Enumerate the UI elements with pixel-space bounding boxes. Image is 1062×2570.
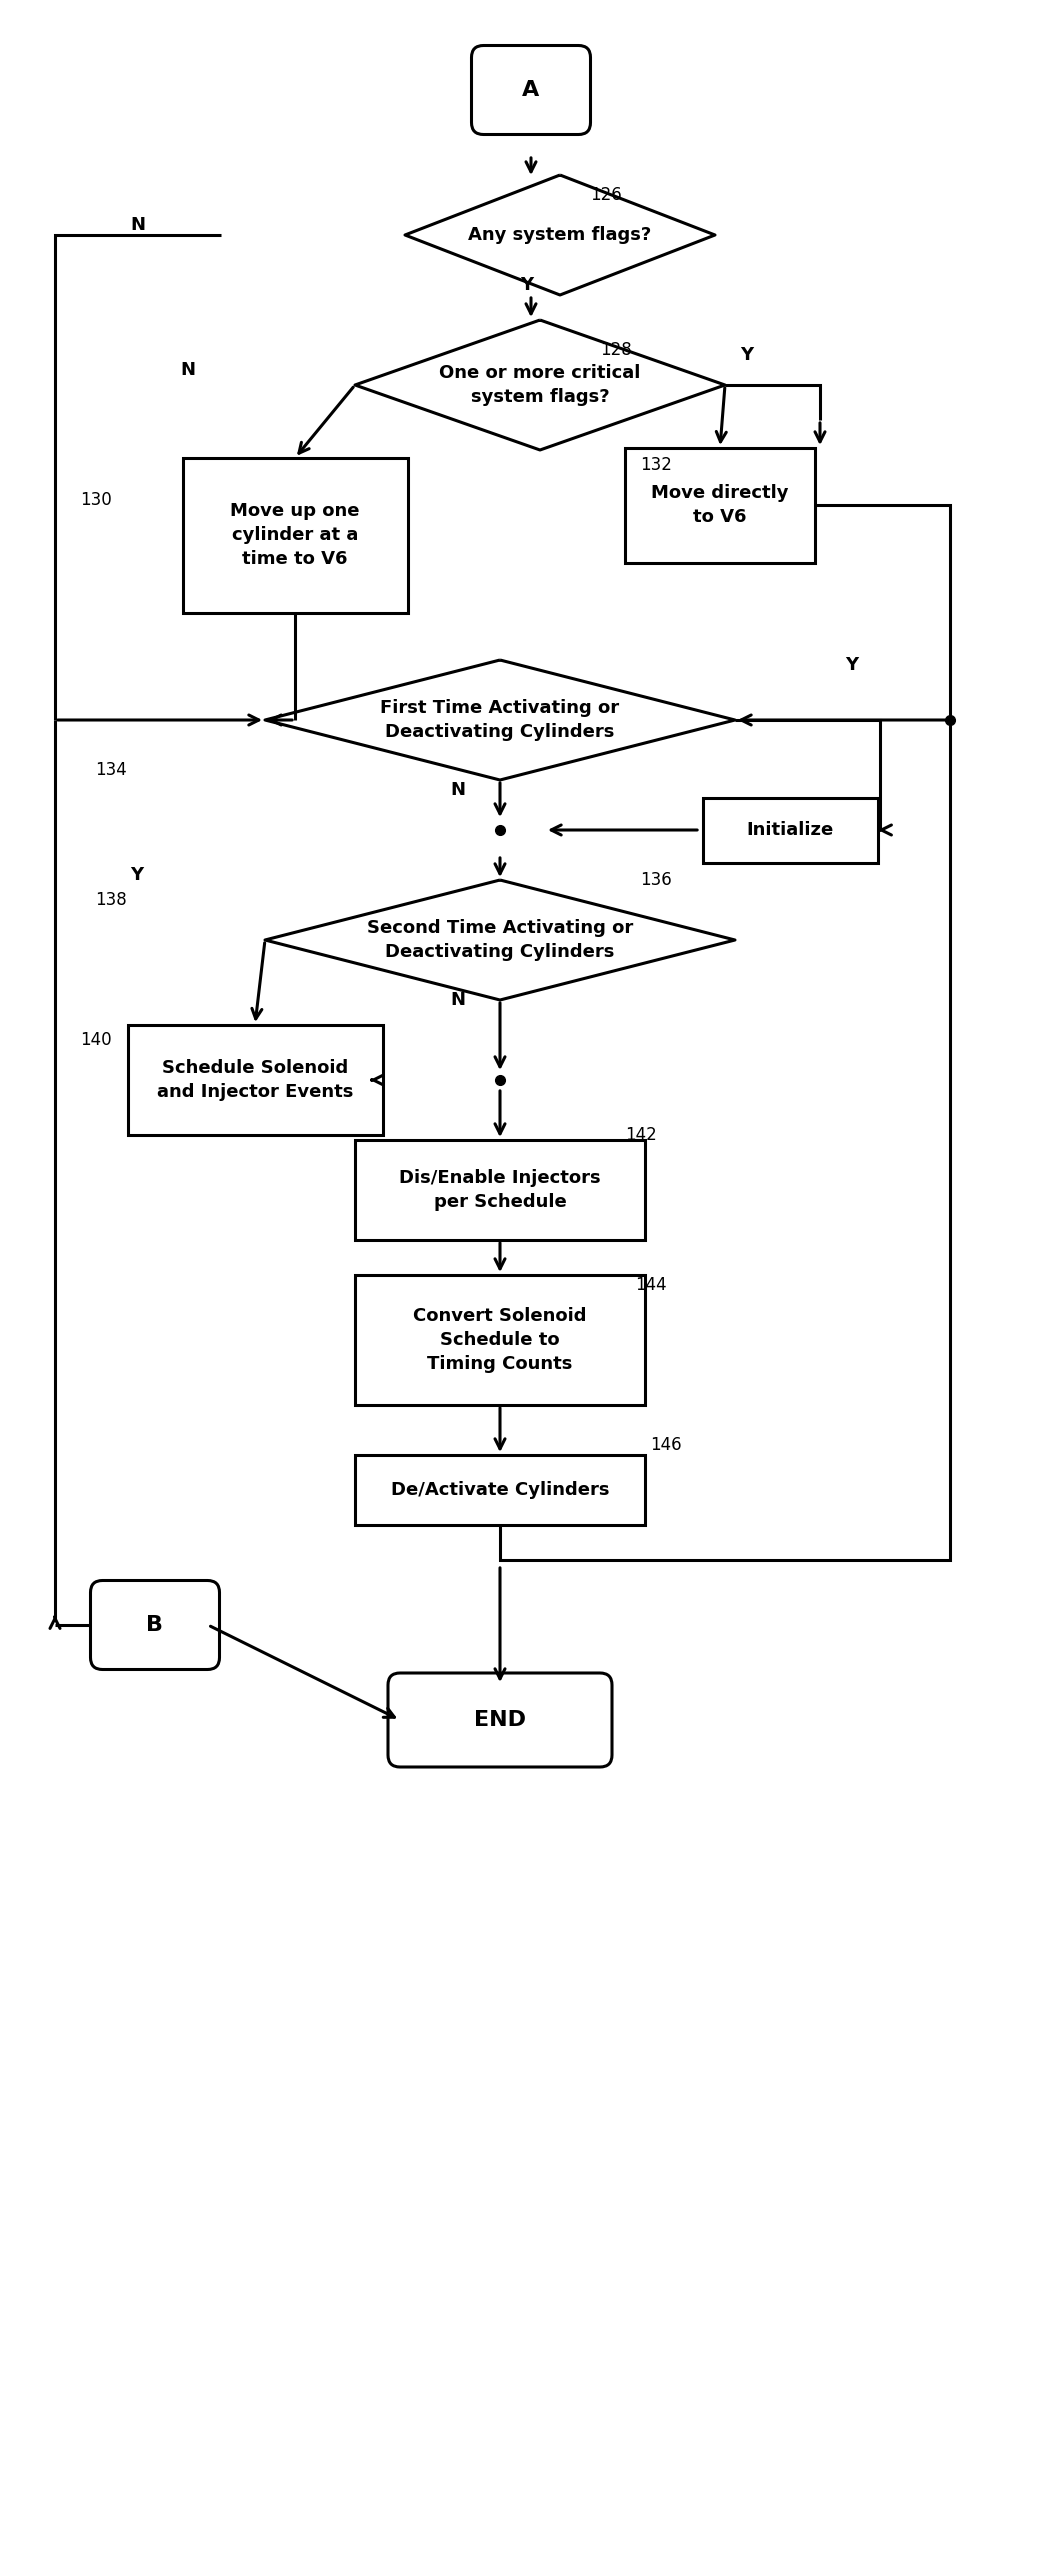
Bar: [355, 1141, 645, 1239]
FancyBboxPatch shape: [90, 1581, 220, 1670]
Text: 146: 146: [650, 1437, 682, 1455]
Bar: [355, 1455, 645, 1524]
Text: Y: Y: [520, 275, 533, 293]
Text: Y: Y: [130, 866, 143, 884]
Text: 132: 132: [640, 455, 672, 473]
Text: N: N: [179, 360, 195, 378]
Text: Y: Y: [845, 655, 858, 673]
Text: De/Activate Cylinders: De/Activate Cylinders: [391, 1480, 610, 1498]
Text: Schedule Solenoid
and Injector Events: Schedule Solenoid and Injector Events: [157, 1059, 354, 1100]
Text: 144: 144: [635, 1275, 667, 1295]
Text: 142: 142: [626, 1126, 656, 1144]
Text: One or more critical
system flags?: One or more critical system flags?: [440, 365, 640, 406]
Text: 138: 138: [95, 892, 126, 910]
Text: Second Time Activating or
Deactivating Cylinders: Second Time Activating or Deactivating C…: [366, 920, 633, 961]
FancyBboxPatch shape: [388, 1673, 612, 1768]
Text: Dis/Enable Injectors
per Schedule: Dis/Enable Injectors per Schedule: [399, 1169, 601, 1210]
Text: N: N: [130, 216, 145, 234]
Text: 134: 134: [95, 761, 126, 779]
Text: 128: 128: [600, 342, 632, 360]
Text: Initialize: Initialize: [747, 820, 834, 838]
Text: Convert Solenoid
Schedule to
Timing Counts: Convert Solenoid Schedule to Timing Coun…: [413, 1308, 586, 1372]
Text: Move up one
cylinder at a
time to V6: Move up one cylinder at a time to V6: [230, 501, 360, 568]
Text: 130: 130: [80, 491, 112, 509]
Text: N: N: [450, 992, 465, 1010]
Text: 140: 140: [80, 1031, 112, 1049]
Text: Move directly
to V6: Move directly to V6: [651, 483, 789, 527]
FancyBboxPatch shape: [472, 46, 590, 134]
Bar: [355, 1275, 645, 1406]
Bar: [626, 447, 815, 563]
Bar: [702, 797, 877, 864]
Text: First Time Activating or
Deactivating Cylinders: First Time Activating or Deactivating Cy…: [380, 699, 619, 740]
Text: 136: 136: [640, 871, 672, 889]
Text: Any system flags?: Any system flags?: [468, 226, 652, 244]
Bar: [127, 1025, 382, 1136]
Text: Y: Y: [740, 347, 753, 365]
Text: B: B: [147, 1614, 164, 1635]
Text: N: N: [450, 781, 465, 799]
Text: 126: 126: [590, 185, 621, 203]
Bar: [183, 457, 408, 612]
Text: A: A: [523, 80, 539, 100]
Text: END: END: [474, 1709, 526, 1730]
